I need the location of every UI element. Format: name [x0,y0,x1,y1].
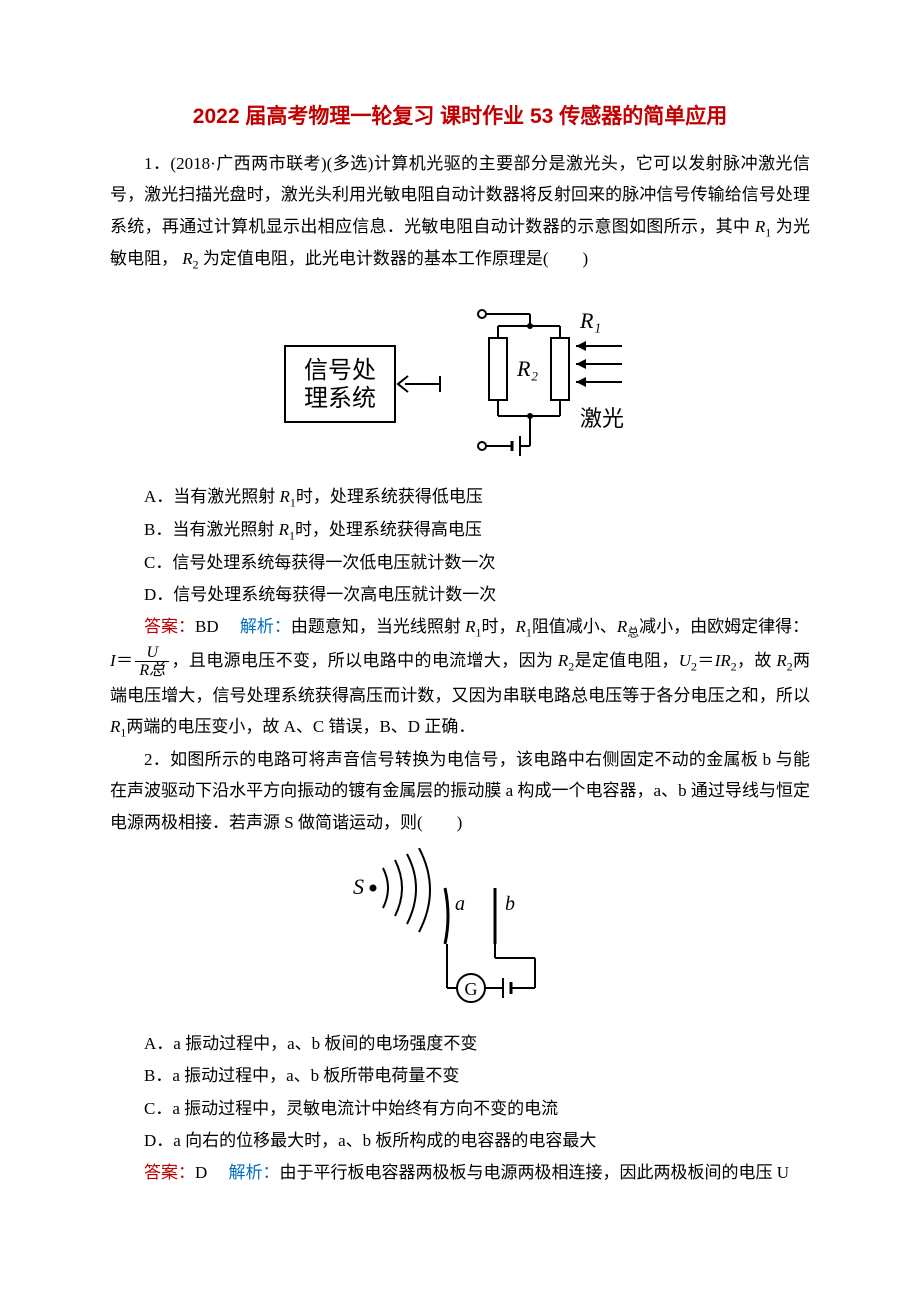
q2-arc3 [407,854,416,924]
q1-exp-5: ，且电源电压不变，所以电路中的电流增大，因为 [171,651,558,670]
q1-exp-3: 阻值减小、 [532,617,617,636]
q1-exp-6: 是定值电阻， [574,651,678,670]
q1-exp-8: ，故 [737,651,777,670]
q2-label-S: S [353,874,364,899]
q2-arc2 [395,860,402,916]
q1-r1-body [551,338,569,400]
q1-exp-Rz: R [617,617,627,636]
q1-b-post: 时，处理系统获得高电压 [295,520,482,539]
q2-explain: 由于平行板电容器两极板与电源两极相连接，因此两极板间的电压 U [280,1163,790,1182]
q2-options: A．a 振动过程中，a、b 板间的电场强度不变 B．a 振动过程中，a、b 板所… [110,1028,810,1157]
q1-frac-eq: ＝ [116,651,134,670]
q1-arrow-left [398,376,440,392]
q1-opt-a: A．当有激光照射 R1时，处理系统获得低电压 [144,481,810,514]
q1-b-pre: B．当有激光照射 [144,520,279,539]
q1-answer-value: BD [195,617,219,636]
q1-exp-7: ＝ [697,651,715,670]
explain-label-1: 解析： [240,617,291,636]
q1-opt-d: D．信号处理系统每获得一次高电压就计数一次 [144,579,810,611]
q1-frac-num: U [135,644,169,663]
q2-opt-a: A．a 振动过程中，a、b 板间的电场强度不变 [144,1028,810,1060]
q1-R2-sym: R [182,249,192,268]
explain-label-2: 解析： [229,1163,280,1182]
q2-answer-value: D [195,1163,207,1182]
q1-explain-line2: I＝UR总，且电源电压不变，所以电路中的电流增大，因为 R2是定值电阻，U2＝I… [110,644,810,744]
q2-opt-c: C．a 振动过程中，灵敏电流计中始终有方向不变的电流 [144,1093,810,1125]
q1-label-r2: R₂ [516,356,538,381]
q1-R1-sub: 1 [765,225,771,239]
q1-light-2-head [576,359,586,369]
q1-frac-den: R总 [135,662,169,680]
q1-circuit-svg: 信号处 理系统 [280,286,640,471]
q1-a-pre: A．当有激光照射 [144,487,280,506]
q1-figure: 信号处 理系统 [110,286,810,471]
q1-exp-2: 时， [481,617,515,636]
q1-light-3-head [576,377,586,387]
q1-a-post: 时，处理系统获得低电压 [296,487,483,506]
q2-label-G: G [465,979,478,999]
q2-answer-block: 答案：D 解析：由于平行板电容器两极板与电源两极相连接，因此两极板间的电压 U [110,1157,810,1188]
q1-a-R: R [280,487,290,506]
q2-label-b: b [505,893,515,915]
q1-terminal-bot [478,442,486,450]
q1-exp-R2b: R [776,651,786,670]
q1-exp-U2: U [679,651,691,670]
q1-exp-4: 减小，由欧姆定律得： [639,617,809,636]
q1-label-laser: 激光 [580,406,624,431]
q2-label-a: a [455,893,465,915]
q1-opt-c: C．信号处理系统每获得一次低电压就计数一次 [144,547,810,579]
q1-exp-IR2: IR [715,651,731,670]
q1-opt-b: B．当有激光照射 R1时，处理系统获得高电压 [144,514,810,547]
q1-exp-10: 两端的电压变小，故 A、C 错误，B、D 正确． [126,717,475,736]
q1-exp-R1b: R [515,617,525,636]
q2-circuit-svg: S a b G [345,848,575,1018]
answer-label-2: 答案： [144,1163,195,1182]
q2-arc1 [383,868,388,908]
q1-R1-sym: R [755,217,765,236]
answer-label-1: 答案： [144,617,195,636]
q2-stem: 2．如图所示的电路可将声音信号转换为电信号，该电路中右侧固定不动的金属板 b 与… [110,744,810,838]
q1-light-1-head [576,341,586,351]
q1-exp-R1c: R [110,717,120,736]
q1-exp-1: 由题意知，当光线照射 [291,617,465,636]
q1-box-line1: 信号处 [304,357,376,384]
page: 2022 届高考物理一轮复习 课时作业 53 传感器的简单应用 1．(2018·… [0,0,920,1302]
q1-exp-R1: R [465,617,475,636]
q1-stem-prefix: 1．(2018·广西两市联考)(多选)计算机光驱的主要部分是激光头，它可以发射脉… [110,154,810,236]
doc-title: 2022 届高考物理一轮复习 课时作业 53 传感器的简单应用 [110,100,810,130]
q2-opt-b: B．a 振动过程中，a、b 板所带电荷量不变 [144,1060,810,1092]
q1-options: A．当有激光照射 R1时，处理系统获得低电压 B．当有激光照射 R1时，处理系统… [110,481,810,612]
q2-opt-d: D．a 向右的位移最大时，a、b 板所构成的电容器的电容最大 [144,1125,810,1157]
q1-r2-body [489,338,507,400]
q1-exp-R2: R [558,651,568,670]
q2-plate-a [445,888,448,944]
q1-mid2-tail: 为定值电阻，此光电计数器的基本工作原理是( ) [203,249,588,268]
q2-arc4 [419,848,430,932]
q1-exp-Rzs: 总 [627,626,639,640]
q2-s-dot [370,885,377,892]
q1-box-line2: 理系统 [304,385,376,412]
q1-answer-block: 答案：BD 解析：由题意知，当光线照射 R1时，R1阻值减小、R总减小，由欧姆定… [110,611,810,643]
q2-figure: S a b G [110,848,810,1018]
q1-fraction: UR总 [135,644,169,680]
q1-stem: 1．(2018·广西两市联考)(多选)计算机光驱的主要部分是激光头，它可以发射脉… [110,148,810,276]
q1-terminal-top [478,310,486,318]
q1-b-R: R [279,520,289,539]
q1-R2-sub: 2 [193,258,199,272]
q1-label-r1: R₁ [579,308,601,333]
